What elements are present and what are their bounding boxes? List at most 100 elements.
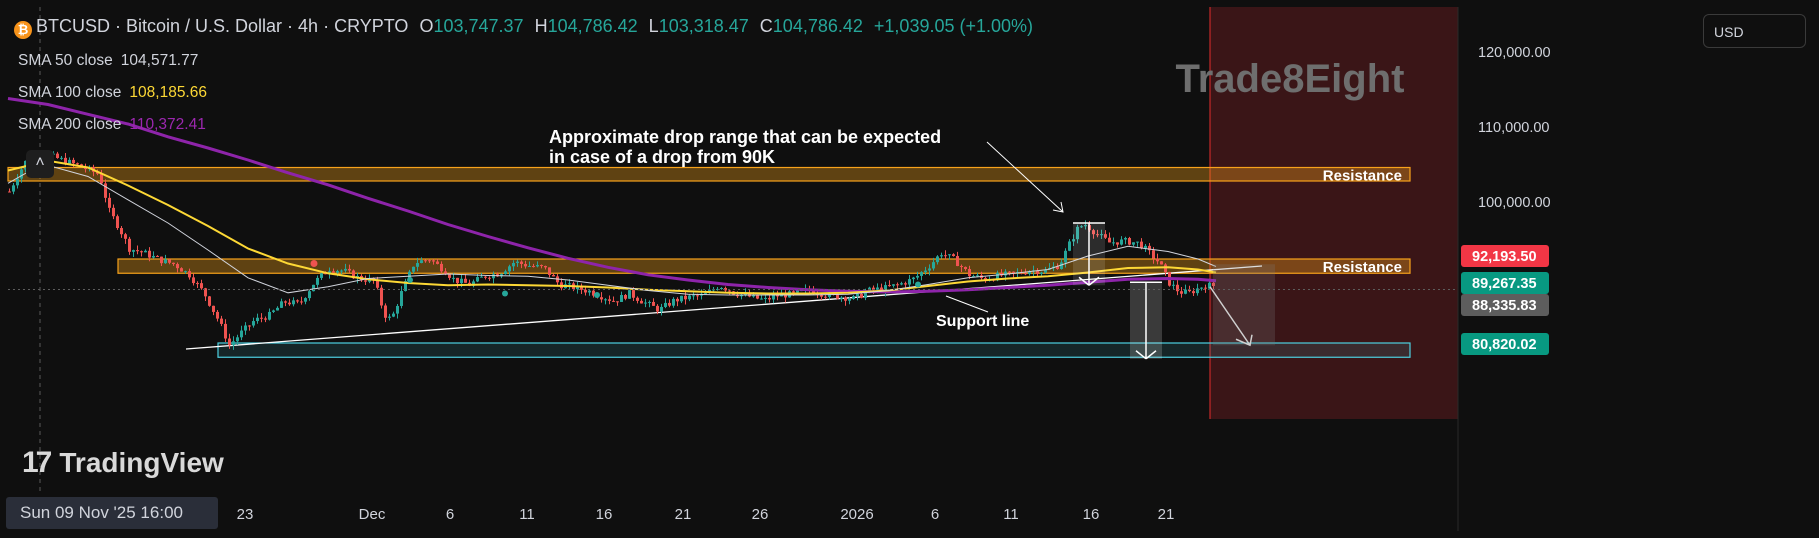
candle-body bbox=[872, 287, 875, 290]
candle-body bbox=[1012, 271, 1015, 273]
candle-body bbox=[880, 287, 883, 292]
candle-body bbox=[680, 295, 683, 302]
projection-arrow bbox=[1209, 286, 1251, 346]
candle-body bbox=[844, 297, 847, 301]
candle-body bbox=[856, 293, 859, 297]
candle-body bbox=[1124, 238, 1127, 240]
candle-body bbox=[1024, 273, 1027, 275]
x-tick-label: 26 bbox=[752, 506, 769, 523]
candle-body bbox=[756, 294, 759, 299]
candle-body bbox=[552, 274, 555, 277]
candle-body bbox=[244, 325, 247, 331]
drop-range-head bbox=[1078, 276, 1090, 286]
candle-body bbox=[1184, 289, 1187, 294]
candle-body bbox=[888, 285, 891, 287]
candle-body bbox=[340, 270, 343, 272]
tradingview-logo[interactable]: 17 TradingView bbox=[22, 446, 224, 480]
candle-body bbox=[192, 277, 195, 284]
candle-body bbox=[248, 325, 251, 327]
candle-body bbox=[1108, 237, 1111, 243]
candle-body bbox=[996, 272, 999, 281]
x-tick-label: 11 bbox=[1003, 506, 1019, 523]
candle-body bbox=[1100, 234, 1103, 236]
drop-range-head bbox=[1145, 350, 1157, 360]
sma200-legend[interactable]: SMA 200 close 110,372.41 bbox=[18, 116, 206, 134]
candle-body bbox=[396, 305, 399, 314]
candle-body bbox=[148, 250, 151, 258]
collapse-legend-button[interactable]: ˄ bbox=[26, 150, 54, 178]
symbol-title[interactable]: BTCUSD · Bitcoin / U.S. Dollar · 4h · CR… bbox=[36, 16, 409, 36]
x-tick-label: Dec bbox=[359, 506, 386, 523]
sma100-value: 108,185.66 bbox=[129, 84, 207, 101]
candle-body bbox=[776, 295, 779, 297]
candle-body bbox=[268, 311, 271, 320]
candle-body bbox=[128, 238, 131, 252]
candle-body bbox=[448, 274, 451, 278]
candle-body bbox=[960, 266, 963, 268]
price-label: 88,335.83 bbox=[1472, 298, 1537, 314]
sma50-value: 104,571.77 bbox=[120, 52, 199, 69]
candle-body bbox=[280, 301, 283, 308]
candle-body bbox=[624, 295, 627, 299]
candle-body bbox=[1172, 284, 1175, 286]
candle-body bbox=[1152, 250, 1155, 259]
candle-body bbox=[64, 157, 67, 164]
candle-body bbox=[964, 266, 967, 270]
signal-dot-red bbox=[310, 260, 318, 267]
candle-body bbox=[760, 298, 763, 300]
candle-body bbox=[392, 313, 395, 317]
tradingview-mark-icon: 17 bbox=[22, 446, 52, 479]
sma50-legend[interactable]: SMA 50 close 104,571.77 bbox=[18, 52, 198, 70]
sma100-legend[interactable]: SMA 100 close 108,185.66 bbox=[18, 84, 207, 102]
candle-body bbox=[120, 228, 123, 235]
candle-body bbox=[508, 266, 511, 272]
candle-body bbox=[336, 270, 339, 273]
candle-body bbox=[116, 216, 119, 229]
candle-body bbox=[332, 271, 335, 273]
candle-body bbox=[1120, 239, 1123, 245]
candle-body bbox=[472, 281, 475, 286]
high-value: 104,786.42 bbox=[547, 16, 638, 36]
candle-body bbox=[540, 265, 543, 267]
x-tick-label: 6 bbox=[931, 506, 939, 523]
currency-selector[interactable]: USD bbox=[1703, 14, 1806, 48]
candle-body bbox=[820, 294, 823, 297]
candle-body bbox=[1036, 270, 1039, 274]
candle-body bbox=[124, 234, 127, 239]
candle-body bbox=[12, 185, 15, 192]
candle-body bbox=[884, 285, 887, 292]
change-value: +1,039.05 (+1.00%) bbox=[873, 16, 1034, 36]
candle-body bbox=[400, 291, 403, 306]
candle-body bbox=[140, 251, 143, 253]
candle-body bbox=[516, 261, 519, 264]
price-label-box bbox=[1461, 245, 1549, 267]
annotation-drop-line1: Approximate drop range that can be expec… bbox=[549, 127, 941, 147]
candle-body bbox=[1080, 226, 1083, 228]
candle-body bbox=[616, 301, 619, 303]
candle-body bbox=[8, 191, 11, 193]
candle-body bbox=[812, 289, 815, 294]
candle-body bbox=[376, 280, 379, 288]
candle-body bbox=[940, 255, 943, 257]
candle-body bbox=[136, 250, 139, 252]
candle-body bbox=[724, 287, 727, 291]
candle-body bbox=[716, 288, 719, 290]
candle-body bbox=[1096, 234, 1099, 236]
candle-body bbox=[108, 197, 111, 208]
candle-body bbox=[456, 277, 459, 284]
price-label-box bbox=[1461, 272, 1549, 294]
candle-body bbox=[1060, 262, 1063, 269]
candle-body bbox=[416, 263, 419, 267]
candle-body bbox=[308, 291, 311, 299]
candle-body bbox=[1128, 238, 1131, 245]
signal-dot-green bbox=[502, 290, 508, 297]
candle-body bbox=[320, 273, 323, 278]
candle-body bbox=[72, 159, 75, 164]
sma100-line bbox=[7, 159, 1217, 295]
candle-body bbox=[796, 290, 799, 293]
candle-body bbox=[384, 305, 387, 318]
candle-body bbox=[628, 290, 631, 299]
candle-body bbox=[952, 254, 955, 257]
price-label-box bbox=[1461, 294, 1549, 316]
